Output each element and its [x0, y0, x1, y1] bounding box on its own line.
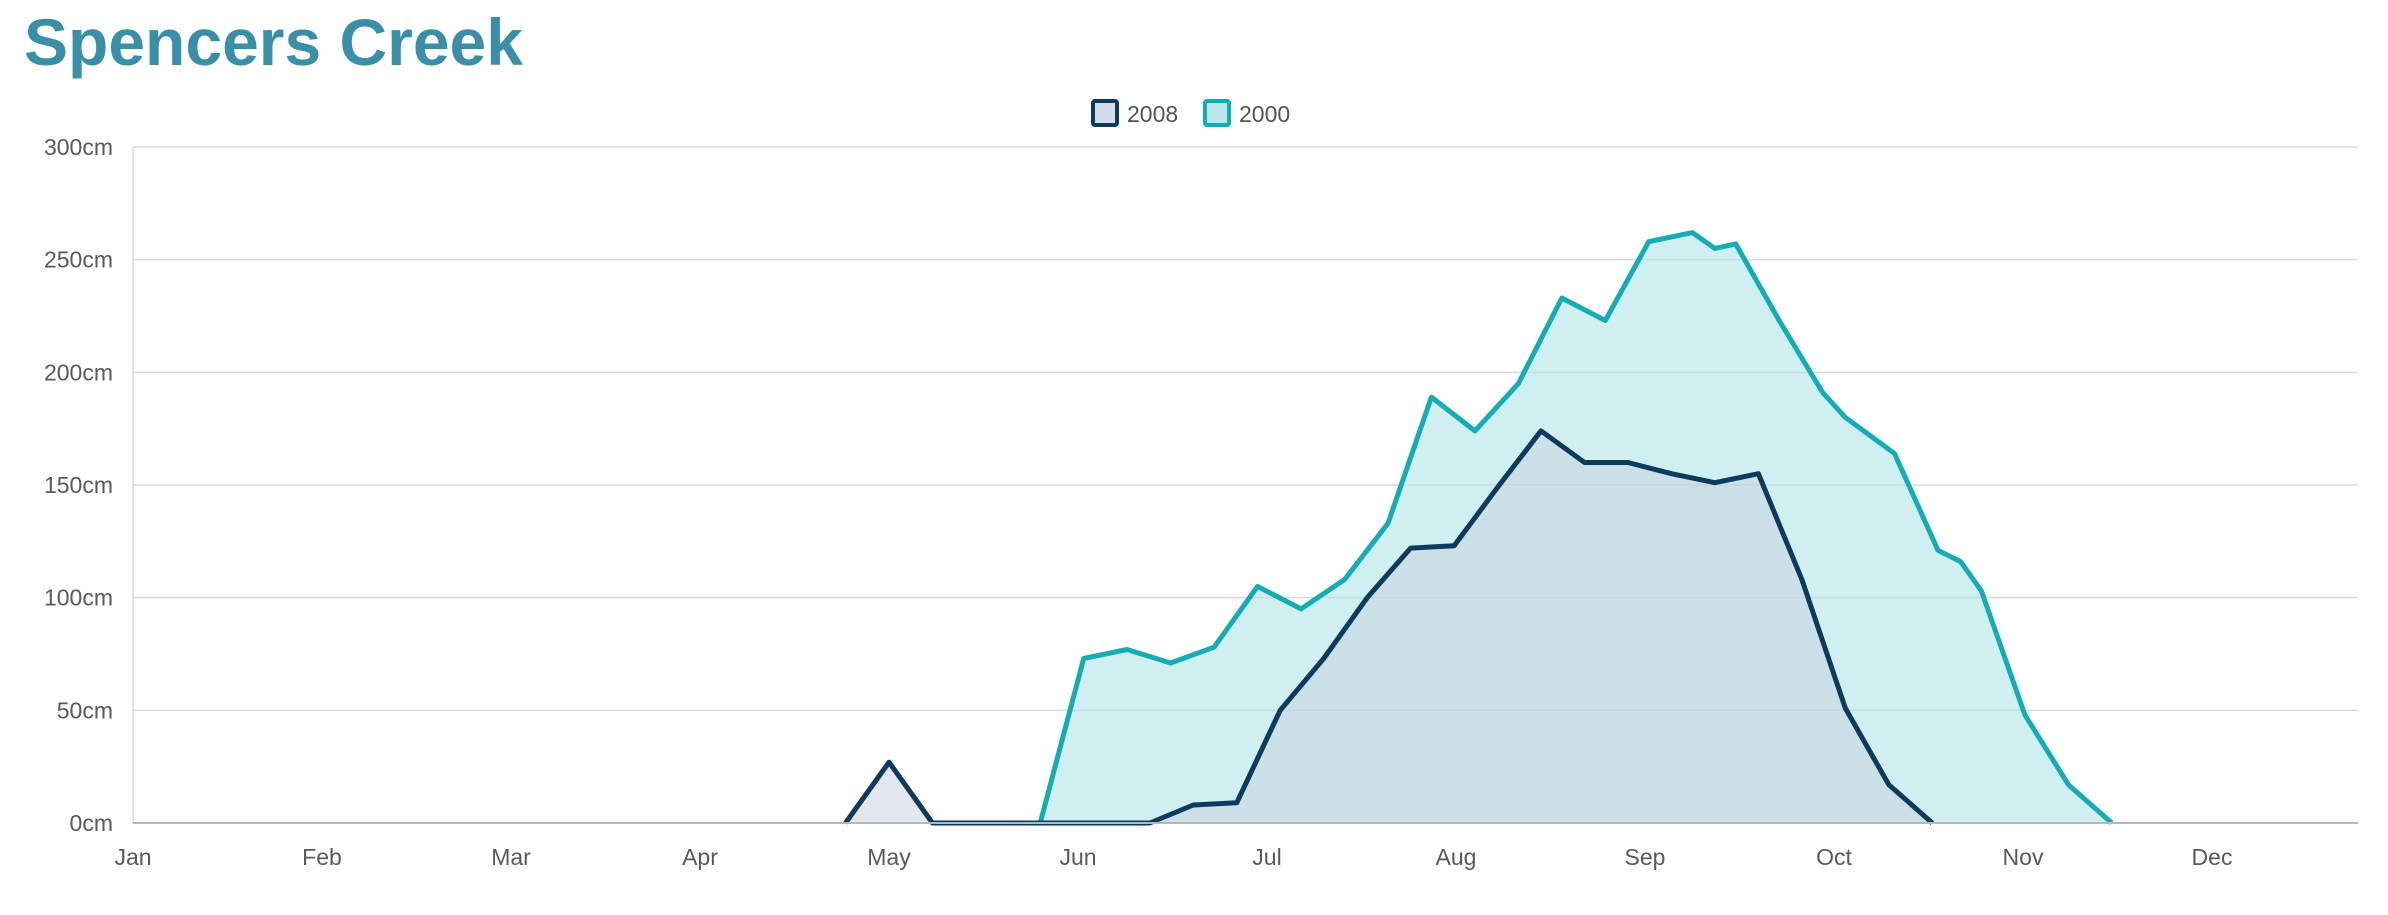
data-point-2008[interactable]: [1190, 802, 1196, 808]
data-point-2000[interactable]: [1935, 547, 1941, 553]
data-point-2000[interactable]: [1255, 583, 1261, 589]
data-point-2008[interactable]: [1408, 545, 1414, 551]
data-point-2000[interactable]: [1776, 318, 1782, 324]
data-point-2000[interactable]: [1559, 295, 1565, 301]
x-tick-label-feb: Feb: [302, 844, 342, 870]
legend-item-2008[interactable]: 2008: [1091, 99, 1178, 127]
x-tick-label-sep: Sep: [1625, 844, 1666, 870]
x-tick-label-oct: Oct: [1816, 844, 1852, 870]
y-tick-label: 200cm: [44, 359, 113, 385]
x-tick-label-jul: Jul: [1252, 844, 1281, 870]
x-tick-label-jan: Jan: [114, 844, 151, 870]
data-point-2000[interactable]: [1168, 660, 1174, 666]
data-point-2000[interactable]: [1341, 577, 1347, 583]
data-point-2008[interactable]: [1321, 656, 1327, 662]
data-point-2000[interactable]: [1689, 230, 1695, 236]
data-point-2000[interactable]: [1385, 520, 1391, 526]
legend-item-2000[interactable]: 2000: [1203, 99, 1290, 127]
y-tick-label: 100cm: [44, 585, 113, 611]
data-point-2008[interactable]: [1799, 577, 1805, 583]
data-point-2000[interactable]: [1958, 559, 1964, 565]
y-tick-label: 300cm: [44, 134, 113, 160]
data-point-2000[interactable]: [1978, 588, 1984, 594]
area-layer: [843, 230, 2114, 826]
data-point-2008[interactable]: [1538, 428, 1544, 434]
data-point-2000[interactable]: [1842, 414, 1848, 420]
data-point-2000[interactable]: [1124, 646, 1130, 652]
data-point-2000[interactable]: [1211, 644, 1217, 650]
data-point-2008[interactable]: [1364, 595, 1370, 601]
data-point-2008[interactable]: [1582, 459, 1588, 465]
data-point-2008[interactable]: [1842, 705, 1848, 711]
x-tick-label-apr: Apr: [682, 844, 718, 870]
series-area-2008: [845, 430, 1933, 823]
y-tick-label: 250cm: [44, 247, 113, 273]
data-point-2008[interactable]: [1451, 543, 1457, 549]
data-point-2000[interactable]: [1515, 381, 1521, 387]
legend-label-2000[interactable]: 2000: [1239, 101, 1290, 127]
data-point-2008[interactable]: [1712, 480, 1718, 486]
data-point-2008[interactable]: [1277, 707, 1283, 713]
data-point-2000[interactable]: [1472, 428, 1478, 434]
data-point-2000[interactable]: [1646, 239, 1652, 245]
x-tick-label-jun: Jun: [1059, 844, 1096, 870]
data-point-2008[interactable]: [1234, 800, 1240, 806]
data-point-2000[interactable]: [1428, 394, 1434, 400]
x-tick-label-mar: Mar: [491, 844, 531, 870]
x-tick-label-dec: Dec: [2192, 844, 2233, 870]
data-point-2008[interactable]: [1668, 471, 1674, 477]
x-tick-label-may: May: [867, 844, 911, 870]
legend-label-2008[interactable]: 2008: [1127, 101, 1178, 127]
data-point-2000[interactable]: [1081, 656, 1087, 662]
chart-title: Spencers Creek: [24, 5, 523, 79]
grid-layer: [133, 146, 2358, 712]
data-point-2000[interactable]: [1712, 245, 1718, 251]
data-point-2008[interactable]: [886, 759, 892, 765]
y-tick-label: 150cm: [44, 472, 113, 498]
legend-swatch-2008[interactable]: [1091, 99, 1119, 127]
data-point-2008[interactable]: [1625, 459, 1631, 465]
legend-swatch-2000[interactable]: [1203, 99, 1231, 127]
y-tick-label: 0cm: [70, 810, 113, 836]
data-point-2000[interactable]: [1820, 390, 1826, 396]
x-tick-label-nov: Nov: [2003, 844, 2044, 870]
x-tick-label-aug: Aug: [1436, 844, 1477, 870]
data-point-2008[interactable]: [1495, 484, 1501, 490]
data-point-2000[interactable]: [2065, 782, 2071, 788]
y-tick-label: 50cm: [57, 697, 113, 723]
data-point-2000[interactable]: [1298, 606, 1304, 612]
axis-layer: 0cm 50cm 100cm 150cm 200cm 250cm 300cm Jan Feb Ma…: [44, 134, 2358, 870]
series-line-2000[interactable]: [1037, 230, 2114, 825]
data-point-2008[interactable]: [1886, 782, 1892, 788]
data-point-2008[interactable]: [1755, 471, 1761, 477]
data-point-2000[interactable]: [2022, 712, 2028, 718]
data-point-2000[interactable]: [1733, 241, 1739, 247]
data-point-2000[interactable]: [1891, 450, 1897, 456]
legend[interactable]: 2008 2000: [1091, 99, 1290, 127]
data-point-2000[interactable]: [1602, 318, 1608, 324]
